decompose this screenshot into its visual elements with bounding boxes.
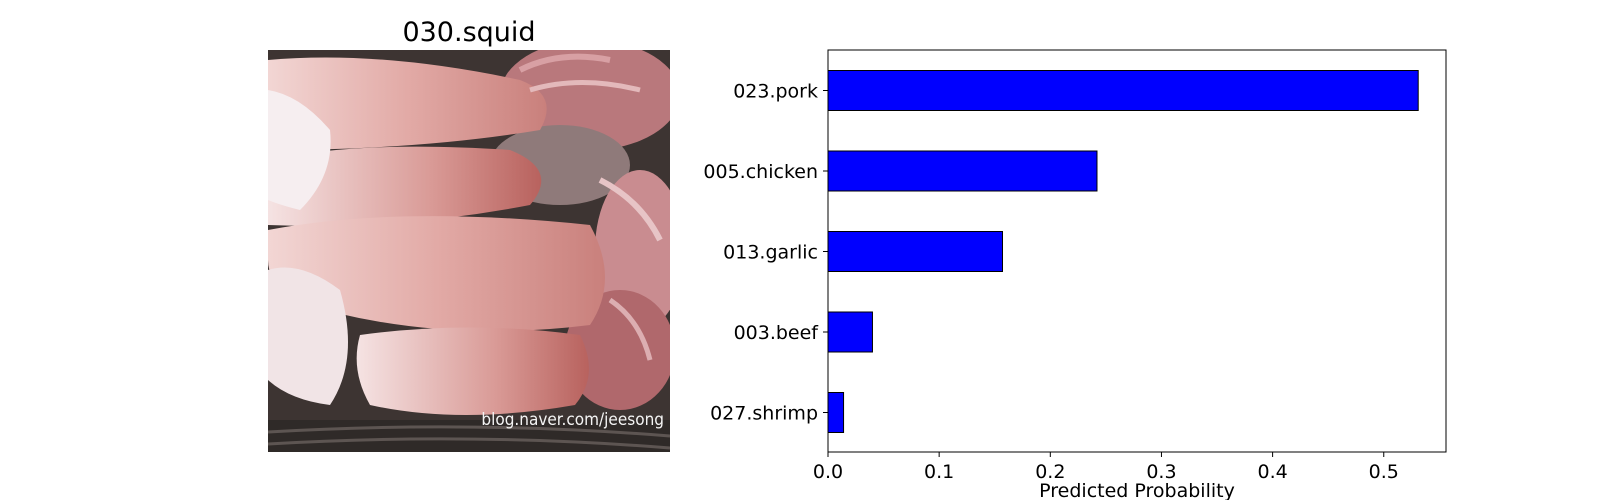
y-tick-label: 023.pork bbox=[733, 81, 818, 103]
y-tick-label: 005.chicken bbox=[703, 161, 818, 183]
y-tick-label: 027.shrimp bbox=[710, 403, 818, 425]
y-tick-label: 003.beef bbox=[734, 322, 820, 344]
x-tick-label: 0.1 bbox=[924, 461, 954, 483]
bar-005-chicken bbox=[827, 150, 1098, 192]
x-tick-label: 0.4 bbox=[1257, 461, 1287, 483]
bar-003-beef bbox=[827, 311, 873, 353]
bar-023-pork bbox=[827, 70, 1419, 111]
x-tick-label: 0.3 bbox=[1146, 461, 1176, 483]
food-photo: blog.naver.com/jeesong bbox=[268, 50, 670, 452]
x-tick-label: 0.0 bbox=[813, 461, 843, 483]
y-tick-label: 013.garlic bbox=[723, 242, 818, 264]
photo-watermark: blog.naver.com/jeesong bbox=[481, 410, 664, 430]
x-tick-label: 0.2 bbox=[1035, 461, 1065, 483]
x-tick-label: 0.5 bbox=[1369, 461, 1399, 483]
bar-013-garlic bbox=[827, 231, 1004, 272]
x-axis-label: Predicted Probability bbox=[1039, 480, 1235, 500]
bar-027-shrimp bbox=[827, 392, 845, 433]
bar-chart: 023.pork 005.chicken 013.garlic 003.beef 027… bbox=[703, 49, 1447, 500]
image-title: 030.squid bbox=[402, 17, 535, 48]
